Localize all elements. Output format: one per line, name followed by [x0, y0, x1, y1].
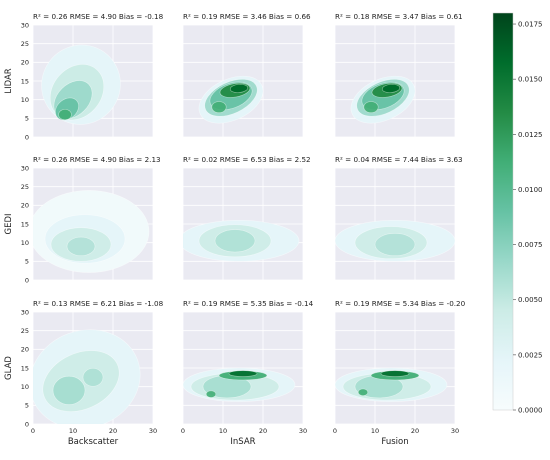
y-tick-label: 20 [21, 346, 29, 354]
colorbar-tick-label: 0.0175 [518, 21, 543, 29]
colorbar-tick-label: 0.0000 [518, 407, 543, 415]
panel-glad-insar: R² = 0.19 RMSE = 5.35 Bias = -0.14 0 10 20 3… [181, 299, 314, 447]
y-tick-label: 15 [21, 220, 29, 228]
x-tick-label: 10 [219, 427, 227, 435]
colorbar: 0.0000 0.0025 0.0050 0.0075 0.0100 0.0125 0.01… [492, 12, 543, 415]
y-tick-label: 30 [21, 164, 29, 172]
density-contour [381, 84, 401, 93]
density-contour [357, 388, 369, 396]
colorbar-tick-label: 0.0075 [518, 241, 543, 249]
y-tick-label: 30 [21, 308, 29, 316]
panel-title: R² = 0.18 RMSE = 3.47 Bias = 0.61 [335, 12, 463, 21]
column-label: Backscatter [68, 437, 119, 447]
density-layer [350, 75, 416, 124]
colorbar-tick-label: 0.0100 [518, 186, 543, 194]
x-tick-label: 30 [299, 427, 307, 435]
y-tick-label: 25 [21, 40, 29, 48]
density-contour [82, 368, 104, 387]
density-layer [198, 75, 264, 124]
y-tick-label: 0 [25, 420, 29, 428]
row-label: GEDI [4, 213, 14, 234]
x-tick-label: 30 [149, 427, 157, 435]
y-tick-label: 5 [25, 402, 29, 410]
panel-title: R² = 0.19 RMSE = 5.35 Bias = -0.14 [183, 299, 314, 308]
density-layer [183, 367, 296, 402]
density-contour [380, 370, 410, 377]
y-tick-label: 15 [21, 364, 29, 372]
density-layer [41, 44, 121, 125]
panel-title: R² = 0.26 RMSE = 4.90 Bias = -0.18 [33, 12, 164, 21]
column-label: InSAR [230, 437, 255, 447]
panel-glad-fusion: R² = 0.19 RMSE = 5.34 Bias = -0.20 0 10 20 3… [333, 299, 466, 447]
y-tick-label: 5 [25, 258, 29, 266]
density-contour [52, 375, 86, 405]
colorbar-gradient [492, 12, 514, 411]
y-tick-label: 0 [25, 276, 29, 284]
density-layer [335, 367, 448, 402]
y-tick-label: 25 [21, 327, 29, 335]
y-tick-label: 10 [21, 239, 29, 247]
row-label: LIDAR [4, 68, 14, 93]
panel-lidar-fusion: R² = 0.18 RMSE = 3.47 Bias = 0.61 [334, 12, 463, 138]
panel-gedi-fusion: R² = 0.04 RMSE = 7.44 Bias = 3.63 [334, 155, 463, 281]
panel-glad-backscatter: R² = 0.13 RMSE = 6.21 Bias = -1.08 0 5 10 15… [4, 299, 164, 447]
panels-layer: R² = 0.26 RMSE = 4.90 Bias = -0.18 0 5 10 15… [4, 12, 466, 447]
panel-title: R² = 0.04 RMSE = 7.44 Bias = 3.63 [335, 155, 463, 164]
density-layer [335, 219, 455, 262]
colorbar-tick-label: 0.0050 [518, 296, 543, 304]
y-tick-label: 15 [21, 77, 29, 85]
panel-gedi-backscatter: R² = 0.26 RMSE = 4.90 Bias = 2.13 0 5 10 15 2… [4, 155, 161, 284]
y-tick-label: 5 [25, 115, 29, 123]
panel-title: R² = 0.13 RMSE = 6.21 Bias = -1.08 [33, 299, 164, 308]
panel-title: R² = 0.19 RMSE = 3.46 Bias = 0.66 [183, 12, 311, 21]
density-contour [58, 109, 72, 121]
x-tick-label: 30 [451, 427, 459, 435]
x-tick-label: 0 [31, 427, 35, 435]
density-layer [183, 219, 300, 262]
y-tick-label: 25 [21, 183, 29, 191]
y-tick-label: 20 [21, 202, 29, 210]
y-tick-label: 30 [21, 21, 29, 29]
y-tick-label: 10 [21, 96, 29, 104]
colorbar-ticks: 0.0000 0.0025 0.0050 0.0075 0.0100 0.0125 0.01… [513, 21, 543, 415]
y-tick-label: 0 [25, 133, 29, 141]
panel-title: R² = 0.19 RMSE = 5.34 Bias = -0.20 [335, 299, 466, 308]
y-tick-label: 20 [21, 59, 29, 67]
y-tick-label: 10 [21, 383, 29, 391]
column-label: Fusion [381, 437, 408, 447]
colorbar-tick-label: 0.0125 [518, 131, 543, 139]
x-tick-label: 0 [181, 427, 185, 435]
panel-title: R² = 0.02 RMSE = 6.53 Bias = 2.52 [183, 155, 311, 164]
x-tick-label: 20 [411, 427, 419, 435]
colorbar-tick-label: 0.0150 [518, 76, 543, 84]
density-layer [33, 190, 150, 273]
x-tick-label: 20 [109, 427, 117, 435]
density-contour [228, 370, 258, 377]
x-tick-label: 0 [333, 427, 337, 435]
density-contour [374, 233, 416, 257]
density-layer [33, 329, 141, 424]
panel-lidar-insar: R² = 0.19 RMSE = 3.46 Bias = 0.66 [182, 12, 311, 138]
row-label: GLAD [4, 356, 14, 380]
panel-gedi-insar: R² = 0.02 RMSE = 6.53 Bias = 2.52 [182, 155, 311, 281]
panel-lidar-backscatter: R² = 0.26 RMSE = 4.90 Bias = -0.18 0 5 10 15… [4, 12, 164, 141]
panel-title: R² = 0.26 RMSE = 4.90 Bias = 2.13 [33, 155, 161, 164]
colorbar-tick-label: 0.0025 [518, 351, 543, 359]
density-contour [66, 236, 96, 257]
x-tick-label: 10 [69, 427, 77, 435]
x-tick-label: 10 [371, 427, 379, 435]
density-contour [229, 84, 249, 93]
density-contour [211, 101, 227, 114]
density-contour [205, 390, 217, 398]
density-contour [214, 229, 256, 253]
density-contour [363, 101, 379, 114]
x-tick-label: 20 [259, 427, 267, 435]
